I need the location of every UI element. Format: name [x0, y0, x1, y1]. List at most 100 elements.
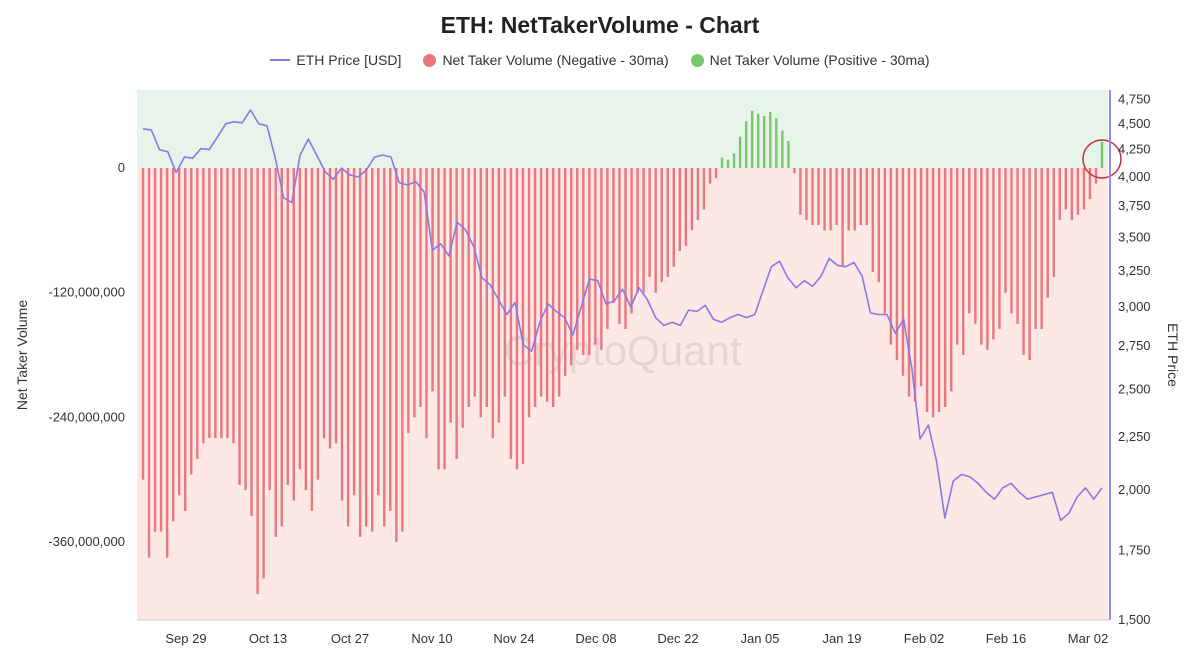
bar-79 — [618, 167, 621, 324]
x-tick-label: Jan 19 — [822, 631, 861, 646]
bar-36 — [358, 167, 362, 537]
y-right-tick-label: 3,250 — [1118, 263, 1151, 278]
bar-43 — [401, 167, 404, 532]
bar-30 — [322, 167, 326, 439]
bar-151 — [1052, 167, 1055, 278]
bar-28 — [310, 167, 314, 511]
bar-120 — [865, 167, 868, 226]
bar-74 — [588, 167, 591, 355]
chart-legend: ETH Price [USD] Net Taker Volume (Negati… — [0, 52, 1200, 68]
bar-16 — [238, 167, 241, 485]
bar-154 — [1070, 167, 1074, 220]
bar-133 — [943, 167, 947, 407]
bar-108 — [793, 167, 796, 174]
bar-111 — [811, 167, 814, 226]
bar-51 — [449, 167, 452, 423]
y-right-tick-label: 2,000 — [1118, 482, 1151, 497]
bar-116 — [841, 167, 844, 267]
legend-item-positive[interactable]: Net Taker Volume (Positive - 30ma) — [690, 52, 930, 68]
bar-113 — [823, 167, 826, 231]
chart-title: ETH: NetTakerVolume - Chart — [440, 12, 760, 38]
bar-44 — [407, 167, 410, 433]
bar-85 — [654, 167, 657, 293]
bar-19 — [256, 167, 259, 595]
bar-127 — [907, 167, 911, 397]
bar-15 — [232, 167, 235, 444]
bar-2 — [153, 167, 157, 532]
bar-49 — [437, 167, 440, 470]
y-right-tick-label: 1,750 — [1118, 542, 1151, 557]
bar-143 — [1004, 167, 1007, 293]
bar-7 — [184, 167, 187, 511]
bar-110 — [805, 167, 808, 220]
bar-76 — [600, 167, 603, 350]
bar-156 — [1082, 167, 1086, 210]
legend-item-negative[interactable]: Net Taker Volume (Negative - 30ma) — [423, 52, 669, 68]
bar-5 — [171, 167, 175, 522]
bar-63 — [521, 167, 525, 465]
bar-123 — [883, 167, 887, 314]
bar-75 — [594, 167, 597, 345]
y-right-tick-label: 4,750 — [1118, 91, 1151, 106]
bar-94 — [708, 167, 712, 184]
bar-17 — [244, 167, 247, 491]
bar-13 — [220, 167, 223, 439]
bar-52 — [455, 167, 458, 459]
bar-8 — [190, 167, 193, 475]
bar-114 — [829, 167, 832, 231]
y-left-tick-label: -120,000,000 — [48, 285, 125, 300]
bar-54 — [467, 167, 470, 407]
bar-98 — [732, 153, 736, 168]
bar-115 — [835, 167, 838, 226]
eth-price-line — [142, 109, 1103, 522]
x-tick-label: Oct 27 — [331, 631, 369, 646]
bar-58 — [491, 167, 495, 439]
bar-155 — [1076, 167, 1080, 215]
bar-118 — [853, 167, 856, 231]
bar-29 — [316, 167, 320, 480]
y-right-tick-label: 1,500 — [1118, 612, 1151, 627]
bar-81 — [630, 167, 633, 314]
bar-57 — [485, 167, 488, 407]
highlight-circle — [1082, 139, 1122, 179]
bar-12 — [214, 167, 217, 439]
bar-147 — [1028, 167, 1031, 361]
bar-40 — [383, 167, 386, 527]
bar-41 — [389, 167, 392, 511]
bar-50 — [443, 167, 446, 470]
bar-53 — [461, 167, 464, 428]
bar-42 — [395, 167, 398, 543]
x-tick-label: Feb 16 — [986, 631, 1026, 646]
bar-102 — [757, 113, 760, 168]
bar-97 — [726, 159, 730, 168]
bar-26 — [298, 167, 302, 470]
bar-104 — [769, 111, 772, 168]
bar-95 — [714, 167, 718, 179]
watermark-text: CryptoQuant — [503, 327, 741, 374]
bar-96 — [720, 157, 724, 168]
bar-129 — [919, 167, 923, 387]
bar-70 — [564, 167, 567, 376]
bar-157 — [1088, 167, 1092, 200]
bar-59 — [497, 167, 501, 423]
bar-112 — [817, 167, 820, 226]
bar-152 — [1058, 167, 1061, 220]
bar-158 — [1094, 167, 1098, 184]
bar-136 — [962, 167, 965, 355]
bar-90 — [684, 167, 688, 246]
legend-item-eth-price[interactable]: ETH Price [USD] — [270, 52, 401, 68]
bar-150 — [1046, 167, 1049, 298]
bar-23 — [280, 167, 283, 527]
x-tick-label: Nov 24 — [493, 631, 534, 646]
bar-124 — [889, 167, 893, 345]
bar-27 — [304, 167, 308, 491]
bar-135 — [956, 167, 959, 345]
bar-126 — [901, 167, 905, 376]
bar-83 — [642, 167, 645, 293]
bar-22 — [274, 167, 277, 537]
x-tick-label: Dec 08 — [575, 631, 616, 646]
bar-106 — [781, 130, 784, 168]
bar-65 — [533, 167, 537, 407]
x-tick-label: Jan 05 — [740, 631, 779, 646]
